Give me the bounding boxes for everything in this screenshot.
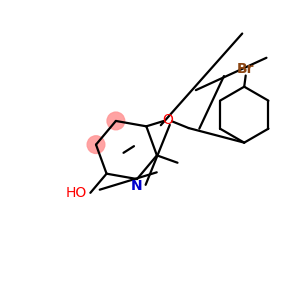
Circle shape [87,136,105,154]
Text: N: N [131,178,143,193]
Text: Br: Br [237,62,254,76]
Text: O: O [162,113,173,127]
Text: HO: HO [66,186,87,200]
Circle shape [107,112,125,130]
